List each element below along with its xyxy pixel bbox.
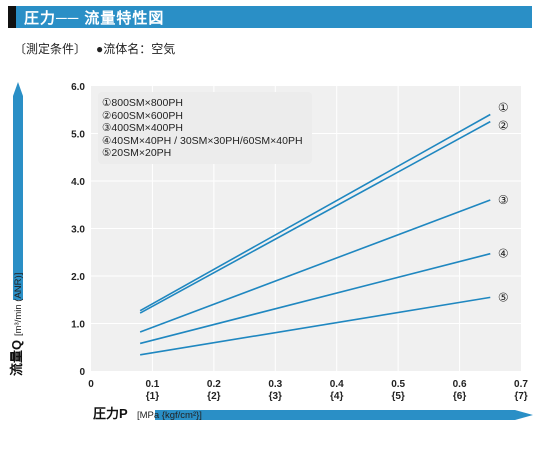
y-tick-label: 1.0 [71, 320, 85, 331]
x-tick-label: 0.6 [453, 379, 467, 390]
series-line-4 [139, 252, 491, 345]
x-tick-secondary-label: {6} [453, 391, 466, 402]
x-tick-secondary-label: {1} [146, 391, 159, 402]
y-tick-label: 0 [79, 367, 85, 378]
legend-entry-2: ②600SM×600PH [102, 109, 183, 122]
legend-entry-5: ⑤20SM×20PH [102, 147, 172, 159]
x-tick-secondary-label: {7} [514, 391, 527, 402]
x-tick-label: 0.2 [207, 379, 221, 390]
y-tick-label: 3.0 [71, 225, 85, 236]
series-line-1 [139, 113, 491, 312]
series-line-5 [140, 296, 491, 356]
conditions-label: 〔測定条件〕 [14, 42, 87, 56]
x-tick-label: 0.7 [514, 379, 528, 390]
series-end-label-1: ① [498, 101, 509, 115]
series-line-3 [139, 199, 491, 333]
measurement-conditions: 〔測定条件〕 ●流体名：空気 [14, 40, 175, 57]
y-axis-unit: [m³/min (ANR)] [13, 273, 24, 336]
series-end-label-2: ② [498, 119, 509, 133]
x-axis-title: 圧力P [93, 406, 128, 421]
x-tick-secondary-label: {2} [207, 391, 220, 402]
x-tick-label: 0.5 [391, 379, 405, 390]
chart-legend [98, 92, 312, 164]
x-tick-label: 0.4 [330, 379, 344, 390]
series-end-label-5: ⑤ [498, 290, 509, 304]
x-tick-label: 0 [88, 379, 94, 390]
x-tick-secondary-label: {4} [330, 391, 343, 402]
y-tick-label: 2.0 [71, 272, 85, 283]
x-axis-arrow [155, 410, 533, 420]
title-accent-block [8, 6, 16, 28]
y-axis-arrow [13, 82, 23, 300]
series-line-2 [139, 120, 491, 314]
y-tick-label: 5.0 [71, 130, 85, 141]
fluid-name: ●流体名：空気 [96, 42, 176, 56]
series-end-label-3: ③ [498, 193, 509, 207]
y-tick-label: 4.0 [71, 177, 85, 188]
y-tick-label: 6.0 [71, 82, 85, 93]
x-axis-unit: [MPa {kgf/cm²}] [137, 410, 202, 421]
legend-entry-3: ③400SM×400PH [102, 122, 183, 134]
legend-entry-4: ④40SM×40PH / 30SM×30PH/60SM×40PH [102, 134, 303, 147]
x-tick-label: 0.1 [145, 379, 159, 390]
y-axis-title: 流量Q [9, 340, 24, 376]
x-tick-secondary-label: {3} [269, 391, 282, 402]
x-tick-label: 0.3 [268, 379, 282, 390]
legend-entry-1: ①800SM×800PH [102, 97, 183, 109]
page-title: 圧力── 流量特性図 [24, 9, 165, 27]
title-bar: 圧力── 流量特性図 [8, 6, 532, 28]
series-end-label-4: ④ [498, 247, 509, 261]
x-tick-secondary-label: {5} [391, 391, 404, 402]
